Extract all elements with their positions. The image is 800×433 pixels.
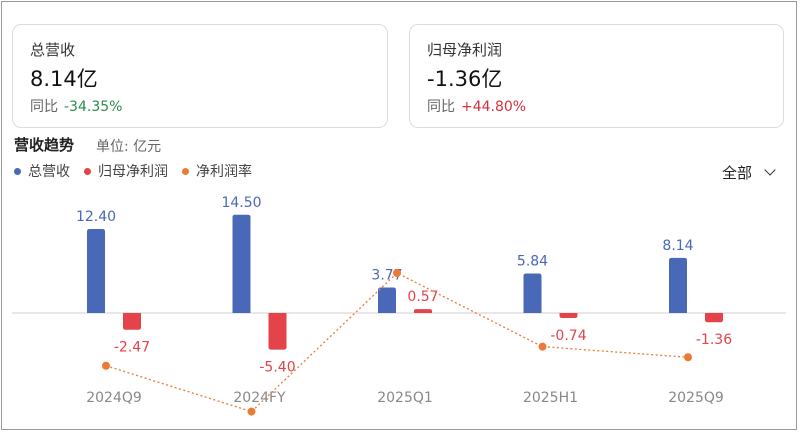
section-unit: 单位: 亿元 <box>96 139 162 155</box>
net-profit-bar-label: -1.36 <box>696 332 732 348</box>
range-dropdown-label: 全部 <box>722 164 753 182</box>
net-profit-change-value: +44.80% <box>461 99 527 115</box>
x-axis-tick-label: 2025H1 <box>523 390 578 406</box>
revenue-bar <box>523 273 542 313</box>
net-profit-card-title: 归母净利润 <box>427 41 503 59</box>
revenue-bar-label: 8.14 <box>662 238 693 254</box>
revenue-card-value: 8.14亿 <box>30 67 98 91</box>
net-margin-point <box>102 361 110 370</box>
x-axis-tick-label: 2024FY <box>233 390 286 406</box>
net-margin-point <box>393 268 401 277</box>
revenue-bar <box>232 214 251 313</box>
revenue-bar <box>378 287 396 313</box>
chart-legend: 总营收 归母净利润 净利润率 <box>14 161 252 181</box>
net-profit-compare-label: 同比 <box>427 99 455 115</box>
legend-label-net-margin: 净利润率 <box>196 164 252 180</box>
revenue-compare-label: 同比 <box>30 99 58 115</box>
net-profit-bar <box>123 313 141 330</box>
legend-dot-net-profit <box>84 167 91 175</box>
legend-item-net-profit[interactable]: 归母净利润 <box>84 161 168 181</box>
net-profit-bar <box>705 313 723 323</box>
net-profit-bar <box>559 313 578 319</box>
legend-item-revenue[interactable]: 总营收 <box>14 161 70 181</box>
x-axis-tick-label: 2025Q9 <box>668 390 724 406</box>
legend-item-net-margin[interactable]: 净利润率 <box>182 161 252 181</box>
revenue-bar-label: 14.50 <box>221 195 261 211</box>
revenue-summary-card[interactable]: 总营收 8.14亿 同比 -34.35% <box>12 24 388 128</box>
range-dropdown[interactable]: 全部 <box>722 162 776 183</box>
net-profit-card-compare: 同比 +44.80% <box>427 96 526 116</box>
revenue-bar-label: 12.40 <box>76 209 116 225</box>
x-axis-tick-label: 2024Q9 <box>86 390 142 406</box>
revenue-card-title: 总营收 <box>30 41 76 59</box>
net-profit-bar-label: -5.40 <box>259 360 295 376</box>
net-profit-card-value: -1.36亿 <box>427 67 503 91</box>
revenue-bar <box>87 229 105 313</box>
net-profit-bar <box>414 309 432 313</box>
net-margin-point <box>247 407 256 416</box>
legend-dot-net-margin <box>182 167 189 175</box>
net-profit-bar <box>268 313 287 350</box>
section-title: 营收趋势 <box>14 136 75 154</box>
legend-dot-revenue <box>14 167 21 175</box>
net-margin-point <box>684 353 692 362</box>
net-profit-bar-label: -0.74 <box>550 328 586 344</box>
revenue-bar <box>669 257 687 313</box>
net-profit-bar-label: 0.57 <box>407 289 438 305</box>
net-profit-bar-label: -2.47 <box>114 340 150 356</box>
x-axis-tick-label: 2025Q1 <box>377 390 433 406</box>
legend-label-net-profit: 归母净利润 <box>98 164 168 180</box>
net-profit-summary-card[interactable]: 归母净利润 -1.36亿 同比 +44.80% <box>409 24 784 128</box>
revenue-card-compare: 同比 -34.35% <box>30 96 122 116</box>
net-margin-point <box>538 342 547 351</box>
revenue-change-value: -34.35% <box>64 99 123 115</box>
revenue-bar-label: 5.84 <box>517 253 548 269</box>
legend-label-revenue: 总营收 <box>28 164 70 180</box>
